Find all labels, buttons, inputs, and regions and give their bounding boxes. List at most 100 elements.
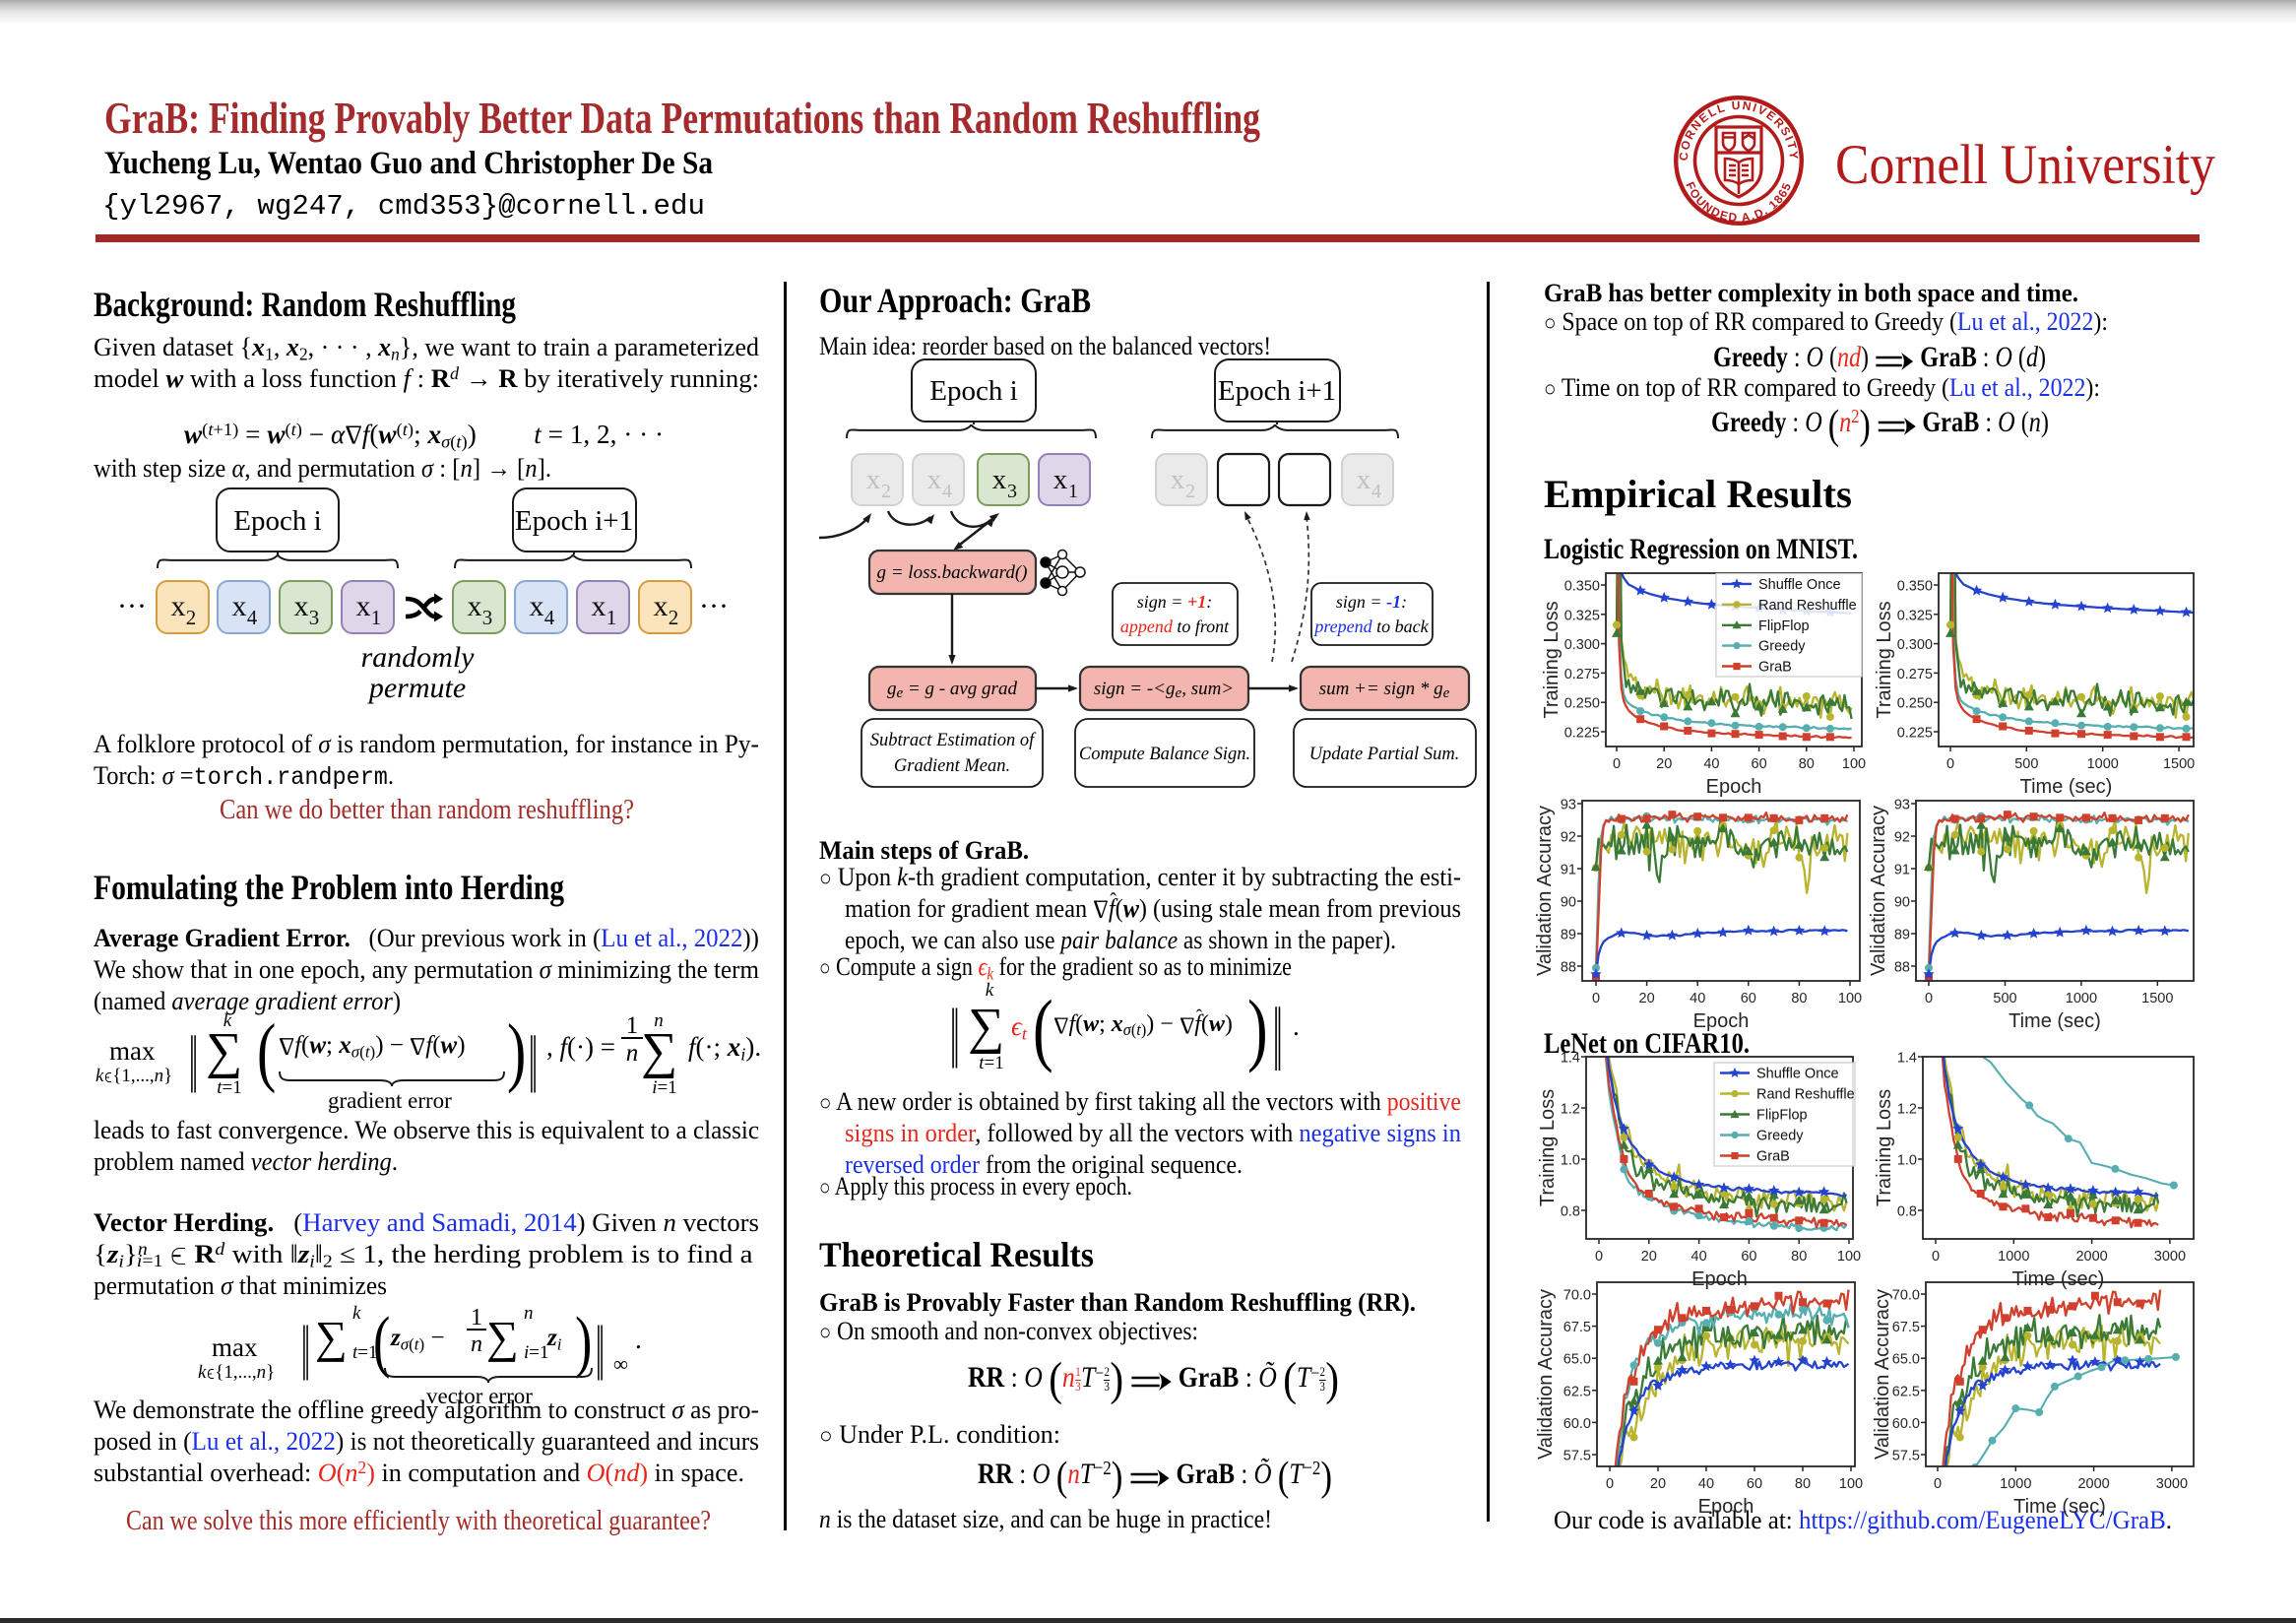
svg-text:Training Loss: Training Loss — [1874, 1089, 1895, 1206]
svg-text:1000: 1000 — [2000, 1476, 2031, 1492]
svg-text:1000: 1000 — [2066, 991, 2097, 1006]
svg-text:Time (sec): Time (sec) — [2012, 1268, 2105, 1290]
svg-text:Validation Accuracy: Validation Accuracy — [1534, 806, 1556, 976]
svg-text:0: 0 — [1925, 991, 1933, 1006]
svg-text:20: 20 — [1656, 756, 1672, 772]
svg-text:93: 93 — [1894, 798, 1910, 813]
svg-text:sign = -1:: sign = -1: — [1336, 592, 1407, 612]
svg-text:92: 92 — [1894, 830, 1910, 846]
svg-text:2: 2 — [881, 481, 891, 502]
svg-text:1: 1 — [371, 606, 382, 629]
svg-text:Epoch i: Epoch i — [929, 375, 1017, 407]
svg-text:65.0: 65.0 — [1563, 1352, 1591, 1368]
svg-text:1.2: 1.2 — [1897, 1102, 1917, 1118]
svg-text:FlipFlop: FlipFlop — [1758, 618, 1810, 634]
svg-text:100: 100 — [1842, 756, 1866, 772]
svg-text:90: 90 — [1561, 895, 1576, 911]
svg-text:Epoch: Epoch — [1698, 1496, 1754, 1518]
svg-text:x: x — [927, 464, 942, 495]
svg-text:prepend to back: prepend to back — [1312, 617, 1429, 636]
svg-text:3: 3 — [482, 606, 493, 629]
svg-text:4: 4 — [942, 481, 952, 502]
svg-text:Validation Accuracy: Validation Accuracy — [1868, 806, 1889, 976]
svg-text:0.275: 0.275 — [1564, 667, 1600, 682]
svg-text:500: 500 — [2014, 756, 2038, 772]
svg-text:g = loss.backward(): g = loss.backward() — [876, 562, 1027, 583]
svg-text:1.2: 1.2 — [1561, 1102, 1580, 1118]
svg-text:100: 100 — [1838, 991, 1862, 1006]
svg-text:100: 100 — [1839, 1476, 1863, 1492]
svg-text:80: 80 — [1791, 1249, 1807, 1265]
svg-text:GraB: GraB — [1756, 1149, 1790, 1165]
svg-text:Compute Balance Sign.: Compute Balance Sign. — [1079, 745, 1250, 764]
svg-text:62.5: 62.5 — [1563, 1384, 1591, 1399]
svg-text:permute: permute — [367, 672, 466, 704]
svg-text:Training Loss: Training Loss — [1541, 601, 1563, 718]
svg-text:randomly: randomly — [361, 641, 476, 674]
svg-text:1000: 1000 — [1998, 1249, 2029, 1265]
svg-text:0: 0 — [1592, 991, 1600, 1006]
svg-text:91: 91 — [1561, 863, 1576, 878]
svg-text:Validation Accuracy: Validation Accuracy — [1535, 1289, 1557, 1460]
svg-text:4: 4 — [247, 606, 258, 629]
svg-text:3000: 3000 — [2154, 1249, 2186, 1265]
svg-text:Shuffle Once: Shuffle Once — [1758, 577, 1841, 593]
svg-text:0: 0 — [1613, 756, 1621, 772]
svg-text:2: 2 — [669, 606, 679, 629]
svg-text:67.5: 67.5 — [1563, 1320, 1591, 1335]
svg-text:1: 1 — [606, 606, 617, 629]
svg-text:0.8: 0.8 — [1561, 1204, 1580, 1220]
svg-text:0.325: 0.325 — [1564, 608, 1600, 623]
svg-text:x: x — [356, 590, 371, 622]
svg-text:20: 20 — [1639, 991, 1655, 1006]
svg-text:2: 2 — [1185, 481, 1195, 502]
svg-text:60.0: 60.0 — [1563, 1416, 1591, 1432]
svg-text:20: 20 — [1641, 1249, 1657, 1265]
svg-text:80: 80 — [1795, 1476, 1811, 1492]
svg-text:20: 20 — [1650, 1476, 1666, 1492]
svg-text:GraB: GraB — [1758, 660, 1792, 676]
svg-text:80: 80 — [1791, 991, 1807, 1006]
svg-text:0.225: 0.225 — [1897, 726, 1933, 742]
svg-text:93: 93 — [1561, 798, 1576, 813]
svg-text:Time (sec): Time (sec) — [2013, 1496, 2106, 1518]
svg-text:57.5: 57.5 — [1563, 1449, 1591, 1464]
svg-text:x: x — [1357, 464, 1371, 495]
svg-text:1: 1 — [1068, 481, 1078, 502]
svg-text:x: x — [592, 590, 606, 622]
svg-text:Epoch: Epoch — [1706, 776, 1762, 798]
svg-text:4: 4 — [544, 606, 555, 629]
svg-text:100: 100 — [1837, 1249, 1861, 1265]
svg-text:x: x — [468, 590, 482, 622]
svg-text:70.0: 70.0 — [1892, 1288, 1920, 1304]
svg-text:Epoch i+1: Epoch i+1 — [1218, 375, 1336, 407]
svg-text:Epoch i+1: Epoch i+1 — [515, 505, 633, 537]
svg-text:0.300: 0.300 — [1564, 637, 1600, 653]
svg-text:x: x — [294, 590, 309, 622]
svg-text:1.4: 1.4 — [1897, 1051, 1917, 1067]
svg-text:0: 0 — [1946, 756, 1954, 772]
svg-text:3: 3 — [1007, 481, 1017, 502]
svg-text:3000: 3000 — [2156, 1476, 2188, 1492]
svg-text:Update Partial Sum.: Update Partial Sum. — [1309, 745, 1460, 764]
svg-text:0.8: 0.8 — [1897, 1204, 1917, 1220]
svg-text:···: ··· — [117, 590, 147, 622]
svg-text:x: x — [1053, 464, 1068, 495]
svg-text:80: 80 — [1799, 756, 1815, 772]
svg-text:sum += sign * ge: sum += sign * ge — [1319, 679, 1450, 701]
svg-text:60.0: 60.0 — [1892, 1416, 1920, 1432]
svg-text:91: 91 — [1894, 863, 1910, 878]
svg-text:0: 0 — [1932, 1249, 1940, 1265]
svg-text:Epoch: Epoch — [1691, 1268, 1748, 1290]
svg-text:x: x — [232, 590, 247, 622]
svg-text:Rand Reshuffle: Rand Reshuffle — [1758, 598, 1857, 614]
svg-text:60: 60 — [1752, 756, 1767, 772]
svg-text:1500: 1500 — [2141, 991, 2173, 1006]
svg-text:x: x — [992, 464, 1007, 495]
svg-text:x: x — [866, 464, 881, 495]
svg-text:Epoch: Epoch — [1693, 1010, 1750, 1032]
svg-text:sign = -<ge, sum>: sign = -<ge, sum> — [1094, 679, 1234, 701]
svg-text:2: 2 — [186, 606, 197, 629]
svg-text:90: 90 — [1894, 895, 1910, 911]
svg-text:0.225: 0.225 — [1564, 726, 1600, 742]
